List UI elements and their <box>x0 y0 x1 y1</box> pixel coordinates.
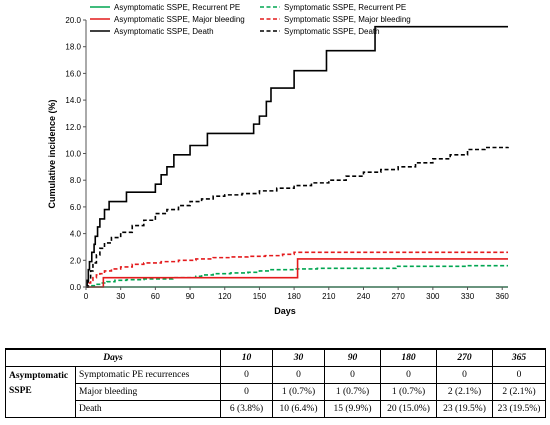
row-label: Death <box>75 400 221 418</box>
table-row: Asymptomatic SSPE Symptomatic PE recurre… <box>5 366 546 418</box>
x-tick-label: 90 <box>186 292 195 301</box>
cumulative-incidence-chart: Asymptomatic SSPE, Recurrent PE Symptomat… <box>47 3 509 316</box>
legend-entry: Symptomatic SSPE, Major bleeding <box>284 15 411 24</box>
table-header-row: Days 10 30 90 180 270 365 <box>5 348 546 367</box>
x-tick-label: 0 <box>84 292 89 301</box>
series-line <box>86 264 508 288</box>
table-cell: 1 (0.7%) <box>324 383 381 401</box>
x-tick-label: 360 <box>496 292 510 301</box>
x-tick-label: 210 <box>322 292 336 301</box>
table-cell: 0 <box>492 366 546 384</box>
summary-table: Days 10 30 90 180 270 365 Asymptomatic S… <box>5 348 546 418</box>
y-tick-label: 4.0 <box>70 230 82 239</box>
y-tick-label: 12.0 <box>65 123 81 132</box>
table-cell: 0 <box>380 366 437 384</box>
x-tick-label: 120 <box>218 292 232 301</box>
chart-axes: 0 30 60 90 120 150 180 210 240 270 300 330 360 0.0 2.0… <box>65 16 509 301</box>
group-label-line: SSPE <box>9 386 32 396</box>
x-tick-label: 30 <box>116 292 125 301</box>
day-column-header: 180 <box>380 348 437 367</box>
table-cell: 0 <box>436 366 493 384</box>
table-cell: 1 (0.7%) <box>272 383 325 401</box>
table-cell: 20 (15.0%) <box>380 400 437 418</box>
day-column-header: 10 <box>220 348 273 367</box>
y-tick-label: 18.0 <box>65 43 81 52</box>
table-row: Death 6 (3.8%) 10 (6.4%) 15 (9.9%) 20 (1… <box>6 400 546 418</box>
group-label-line: Asymptomatic <box>9 371 69 381</box>
y-tick-label: 2.0 <box>70 256 82 265</box>
chart-legend: Asymptomatic SSPE, Recurrent PE Symptomat… <box>90 3 411 36</box>
x-tick-label: 240 <box>357 292 371 301</box>
y-tick-label: 10.0 <box>65 150 81 159</box>
table-row: Major bleeding 0 1 (0.7%) 1 (0.7%) 1 (0.… <box>6 383 546 401</box>
legend-entry: Asymptomatic SSPE, Death <box>114 27 214 36</box>
row-label: Symptomatic PE recurrences <box>75 366 221 384</box>
y-tick-label: 0.0 <box>70 283 82 292</box>
x-tick-label: 180 <box>287 292 301 301</box>
table-cell: 2 (2.1%) <box>436 383 493 401</box>
day-column-header: 30 <box>272 348 325 367</box>
day-column-header: 90 <box>324 348 381 367</box>
table-cell: 6 (3.8%) <box>220 400 273 418</box>
table-cell: 0 <box>220 366 273 384</box>
series-line <box>86 146 509 288</box>
x-tick-label: 270 <box>391 292 405 301</box>
x-axis-title: Days <box>274 306 296 316</box>
table-cell: 23 (19.5%) <box>436 400 493 418</box>
day-column-header: 365 <box>492 348 546 367</box>
legend-entry: Symptomatic SSPE, Death <box>284 27 380 36</box>
y-axis-title: Cumulative incidence (%) <box>47 99 57 208</box>
days-header: Days <box>5 348 221 367</box>
x-tick-label: 150 <box>253 292 267 301</box>
legend-entry: Asymptomatic SSPE, Major bleeding <box>114 15 245 24</box>
y-tick-label: 16.0 <box>65 69 81 78</box>
series-line <box>86 25 508 288</box>
row-label: Major bleeding <box>75 383 221 401</box>
y-tick-label: 6.0 <box>70 203 82 212</box>
legend-entry: Symptomatic SSPE, Recurrent PE <box>284 3 406 12</box>
y-tick-label: 20.0 <box>65 16 81 25</box>
table-cell: 15 (9.9%) <box>324 400 381 418</box>
day-column-header: 270 <box>436 348 493 367</box>
table-cell: 0 <box>220 383 273 401</box>
x-tick-label: 60 <box>151 292 160 301</box>
table-cell: 0 <box>324 366 381 384</box>
legend-entry: Asymptomatic SSPE, Recurrent PE <box>114 3 240 12</box>
y-tick-label: 14.0 <box>65 96 81 105</box>
table-cell: 1 (0.7%) <box>380 383 437 401</box>
table-cell: 23 (19.5%) <box>492 400 546 418</box>
y-tick-label: 8.0 <box>70 176 82 185</box>
series-line <box>86 251 508 288</box>
table-cell: 2 (2.1%) <box>492 383 546 401</box>
x-tick-label: 330 <box>461 292 475 301</box>
x-tick-label: 300 <box>426 292 440 301</box>
table-cell: 0 <box>272 366 325 384</box>
table-cell: 10 (6.4%) <box>272 400 325 418</box>
plot-lines <box>86 25 509 288</box>
group-label: Asymptomatic SSPE <box>5 366 76 418</box>
